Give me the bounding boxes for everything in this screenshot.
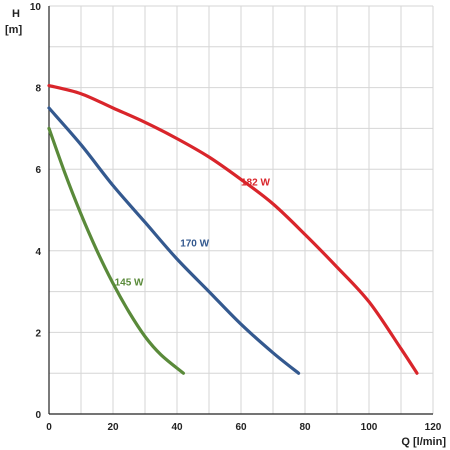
x-tick-label-60: 60	[235, 422, 247, 433]
x-tick-label-40: 40	[171, 422, 183, 433]
axes	[48, 6, 433, 415]
y-tick-label-0: 0	[35, 410, 41, 421]
tick-labels: 0 20 40 60 80 100 120 0 2 4 6 8 10	[30, 2, 442, 433]
x-tick-label-100: 100	[361, 422, 378, 433]
series-line-145-w	[47, 126, 185, 375]
x-tick-label-0: 0	[46, 422, 52, 433]
y-tick-label-6: 6	[35, 165, 41, 176]
series-label-170-w: 170 W	[180, 239, 209, 250]
grid	[49, 5, 434, 414]
y-axis-title: H	[12, 8, 20, 20]
x-axis-title: Q [l/min]	[401, 436, 446, 448]
series-label-145-w: 145 W	[115, 277, 144, 288]
y-tick-label-8: 8	[35, 84, 41, 95]
y-tick-label-2: 2	[35, 328, 41, 339]
series-label-182-w: 182 W	[241, 178, 270, 189]
series-line-182-w	[47, 84, 419, 375]
y-tick-label-4: 4	[35, 247, 41, 258]
series-group: 182 W 170 W 145 W	[47, 84, 419, 375]
x-tick-label-120: 120	[425, 422, 442, 433]
x-tick-label-80: 80	[299, 422, 311, 433]
y-tick-label-10: 10	[30, 2, 42, 13]
series-line-170-w	[47, 106, 301, 375]
y-axis-unit: [m]	[5, 24, 22, 36]
x-tick-label-20: 20	[107, 422, 119, 433]
